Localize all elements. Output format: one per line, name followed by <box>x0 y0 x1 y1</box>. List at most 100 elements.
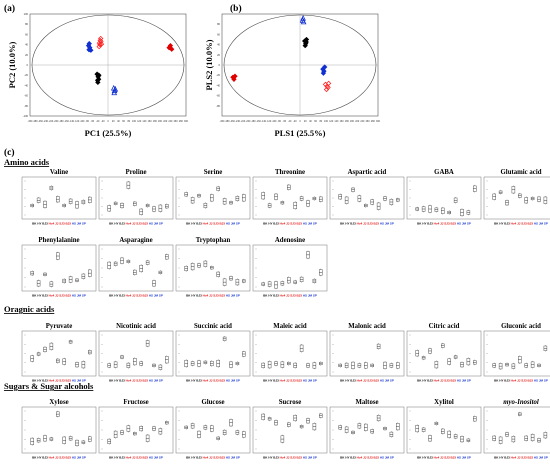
group-label: BJ3 <box>296 379 303 383</box>
box-mark <box>81 439 86 445</box>
group-label: Ho4 <box>510 456 517 460</box>
group-label: JJ <box>131 222 136 226</box>
x-tick-label: 100 <box>324 120 329 123</box>
box-mark <box>165 203 169 209</box>
box-mark <box>466 357 471 366</box>
box-mark <box>75 277 79 283</box>
y-axis-ticks <box>24 334 26 373</box>
box-mark <box>338 424 342 431</box>
box-mark <box>293 362 297 369</box>
box-mark <box>139 360 143 367</box>
box-mark <box>299 276 304 283</box>
group-label: HS <box>379 379 384 383</box>
group-label: Ho4 <box>356 379 363 383</box>
group-label: Ho4 <box>202 222 209 226</box>
group-label: SP <box>543 222 548 226</box>
box-mark <box>364 423 368 432</box>
box-mark <box>229 418 233 427</box>
score-point <box>98 41 105 47</box>
box-mark <box>88 435 92 443</box>
group-labels: BK HY BJ3 Ho4 JJ SJ3 BJ3 HS JM SP <box>32 456 86 460</box>
group-label: BJ3 <box>503 456 510 460</box>
y-tick-label: -60 <box>24 94 28 98</box>
y-axis-ticks <box>332 180 334 216</box>
box-mark <box>543 345 548 352</box>
score-point <box>111 89 118 96</box>
group-label: BJ3 <box>272 294 279 298</box>
box-mark <box>518 355 522 364</box>
box-mark <box>319 412 323 419</box>
x-tick-label: 220 <box>163 120 168 123</box>
box-mark <box>287 361 291 366</box>
group-label: BJ3 <box>142 222 149 226</box>
y-tick-label: -40 <box>24 83 28 87</box>
box-mark <box>49 185 54 191</box>
y-tick-label: 0 <box>27 63 29 67</box>
group-label: BJ3 <box>142 456 149 460</box>
box-mark <box>235 429 240 436</box>
box-mark <box>30 437 34 446</box>
group-label: HY <box>344 456 349 460</box>
x-tick-label: 300 <box>376 120 381 123</box>
x-tick-label: 100 <box>132 120 137 123</box>
group-label: BJ3 <box>219 222 226 226</box>
box-mark <box>62 278 66 284</box>
group-label: Ho4 <box>279 294 286 298</box>
group-label: HS <box>379 456 384 460</box>
y-tick-label: 100 <box>24 12 29 16</box>
group-label: SP <box>235 456 240 460</box>
box-mark <box>184 359 188 368</box>
group-labels: BK HY BJ3 Ho4 JJ SJ3 BJ3 HS JM SP <box>186 456 240 460</box>
group-label: BJ3 <box>219 456 226 460</box>
panel-label-a: (a) <box>4 3 15 14</box>
group-labels: BK HY BJ3 Ho4 JJ SJ3 BJ3 HS JM SP <box>417 379 471 383</box>
pls-xlabel: PLS1 (25.5%) <box>275 128 326 138</box>
group-label: SP <box>466 456 471 460</box>
box-mark <box>113 261 118 267</box>
group-label: Ho4 <box>202 379 209 383</box>
box-mark <box>505 199 509 206</box>
box-plot-frame <box>329 176 405 220</box>
group-label: JM <box>538 379 544 383</box>
box-mark <box>56 410 60 418</box>
box-mark <box>158 427 163 436</box>
x-tick-label: 40 <box>117 120 120 123</box>
box-mark <box>190 262 195 271</box>
group-label: HS <box>148 456 153 460</box>
group-label: BJ3 <box>503 222 510 226</box>
box-mark <box>312 196 317 201</box>
pca-y-ticks: 100 80 60 40 20 0 -20 -40 -60 -80 -100 <box>23 12 29 118</box>
group-label: BJ3 <box>503 379 510 383</box>
box-plot-malonic-acid: Malonic acid BK HY BJ3 Ho4 JJ SJ3 BJ3 HS … <box>329 323 405 383</box>
group-label: SP <box>81 222 86 226</box>
y-axis-ticks <box>178 180 180 216</box>
x-tick-label: -240 <box>235 120 240 123</box>
box-plot-citric-acid: Citric acid BK HY BJ3 Ho4 JJ SJ3 BJ3 HS J… <box>406 323 482 383</box>
y-tick-label: 80 <box>217 22 220 26</box>
box-mark <box>434 206 439 213</box>
group-label: Ho4 <box>202 456 209 460</box>
group-labels: BK HY BJ3 Ho4 JJ SJ3 BJ3 HS JM SP <box>340 379 394 383</box>
box-mark <box>81 273 86 280</box>
x-tick-label: 260 <box>366 120 371 123</box>
box-mark <box>530 196 535 201</box>
x-tick-label: 140 <box>334 120 339 123</box>
box-plot-title: Fructose <box>123 399 148 406</box>
box-mark <box>428 347 432 355</box>
group-label: HS <box>456 456 461 460</box>
group-label: JJ <box>516 456 521 460</box>
group-label: BK <box>32 222 37 226</box>
x-tick-label: -20 <box>101 120 105 123</box>
group-label: HY <box>36 379 41 383</box>
group-label: BK <box>494 456 499 460</box>
group-label: JM <box>153 379 159 383</box>
group-label: Ho4 <box>433 456 440 460</box>
group-label: BJ3 <box>195 379 202 383</box>
box-mark <box>492 435 496 442</box>
group-label: Ho4 <box>510 379 517 383</box>
box-mark <box>428 204 432 214</box>
y-tick-label: 20 <box>217 53 220 57</box>
y-axis-ticks <box>255 334 257 373</box>
group-labels: BK HY BJ3 Ho4 JJ SJ3 BJ3 HS JM SP <box>340 456 394 460</box>
